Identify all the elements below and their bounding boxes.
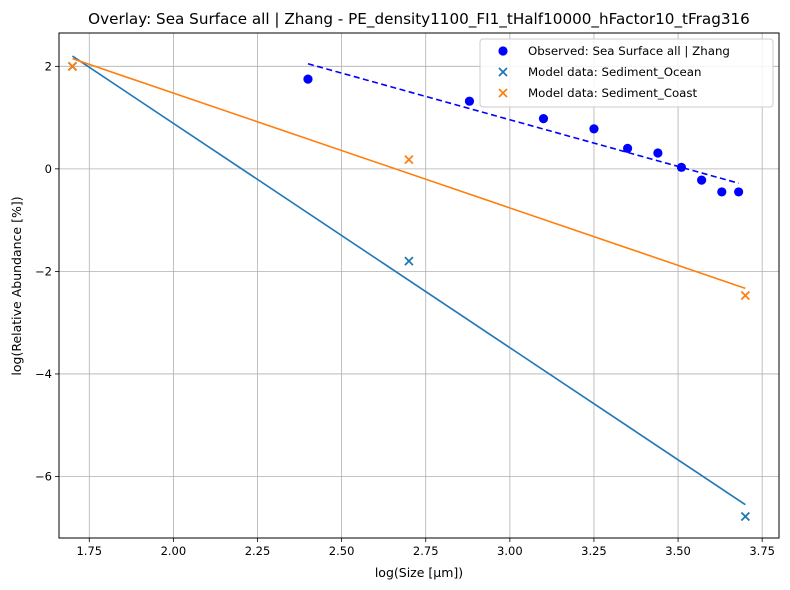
legend-marker-series-0 xyxy=(498,46,508,56)
legend-label-series-1: Model data: Sediment_Ocean xyxy=(528,65,701,79)
plot-frame xyxy=(58,32,780,539)
point-series-2-stroke-b xyxy=(740,290,750,301)
point-series-2 xyxy=(67,61,78,71)
x-tick-label: 1.75 xyxy=(76,544,102,558)
point-series-2-stroke-b xyxy=(404,154,414,165)
fit-line-series-2 xyxy=(72,57,746,290)
fit-line-series-1 xyxy=(72,55,746,506)
point-series-0 xyxy=(589,124,599,134)
y-axis-label: log(Relative Abundance [%]) xyxy=(9,196,24,375)
point-series-1-stroke-b xyxy=(404,256,414,266)
y-tick-label: −2 xyxy=(35,264,52,278)
x-tick-label: 2.25 xyxy=(245,544,271,558)
point-series-2-stroke-b xyxy=(67,61,78,71)
data-points xyxy=(67,61,750,522)
legend-marker-series-2 xyxy=(498,88,508,98)
point-series-0 xyxy=(303,74,313,84)
x-tick-label: 3.00 xyxy=(497,544,523,558)
x-tick-label: 2.00 xyxy=(161,544,187,558)
point-series-1-stroke-b xyxy=(740,511,750,522)
point-series-2 xyxy=(404,154,414,165)
x-tick-label: 2.50 xyxy=(329,544,355,558)
legend-label-series-0: Observed: Sea Surface all | Zhang xyxy=(528,44,730,58)
legend-entries: Observed: Sea Surface all | Zhang Model d… xyxy=(498,44,730,100)
x-tick-label: 3.50 xyxy=(665,544,691,558)
point-series-0 xyxy=(622,143,633,153)
legend-label-series-2: Model data: Sediment_Coast xyxy=(528,86,698,100)
point-series-2 xyxy=(740,290,750,301)
x-axis-ticks: 1.75 2.00 2.25 2.50 2.75 3.00 3.25 3.50 3.75 xyxy=(76,538,775,558)
y-tick-label: −4 xyxy=(35,367,52,381)
y-tick-label: 0 xyxy=(45,162,52,176)
point-series-0 xyxy=(734,187,744,197)
x-tick-label: 3.75 xyxy=(749,544,775,558)
point-series-0 xyxy=(676,162,687,172)
point-series-0 xyxy=(538,114,549,124)
legend-marker-series-1 xyxy=(498,67,508,77)
legend-marker-series-2-stroke-b xyxy=(498,88,508,98)
legend-box xyxy=(479,38,774,108)
point-series-0 xyxy=(697,175,707,185)
y-tick-label: 2 xyxy=(45,59,52,73)
chart-title: Overlay: Sea Surface all | Zhang - PE_de… xyxy=(88,10,750,29)
point-series-0 xyxy=(653,148,663,158)
x-tick-label: 2.75 xyxy=(413,544,439,558)
legend-marker-series-1-stroke-b xyxy=(498,67,508,77)
fit-lines xyxy=(72,55,746,506)
y-tick-label: −6 xyxy=(35,469,52,483)
point-series-1 xyxy=(404,256,414,266)
point-series-0 xyxy=(717,187,727,197)
x-tick-label: 3.25 xyxy=(581,544,607,558)
point-series-0 xyxy=(464,96,475,106)
point-series-1 xyxy=(740,511,750,522)
x-axis-label: log(Size [µm]) xyxy=(375,565,463,580)
y-axis-ticks: −6 −4 −2 0 2 xyxy=(35,59,59,483)
legend: Observed: Sea Surface all | Zhang Model d… xyxy=(479,38,774,108)
fit-line-series-0 xyxy=(307,62,739,184)
grid-layer xyxy=(59,33,779,538)
